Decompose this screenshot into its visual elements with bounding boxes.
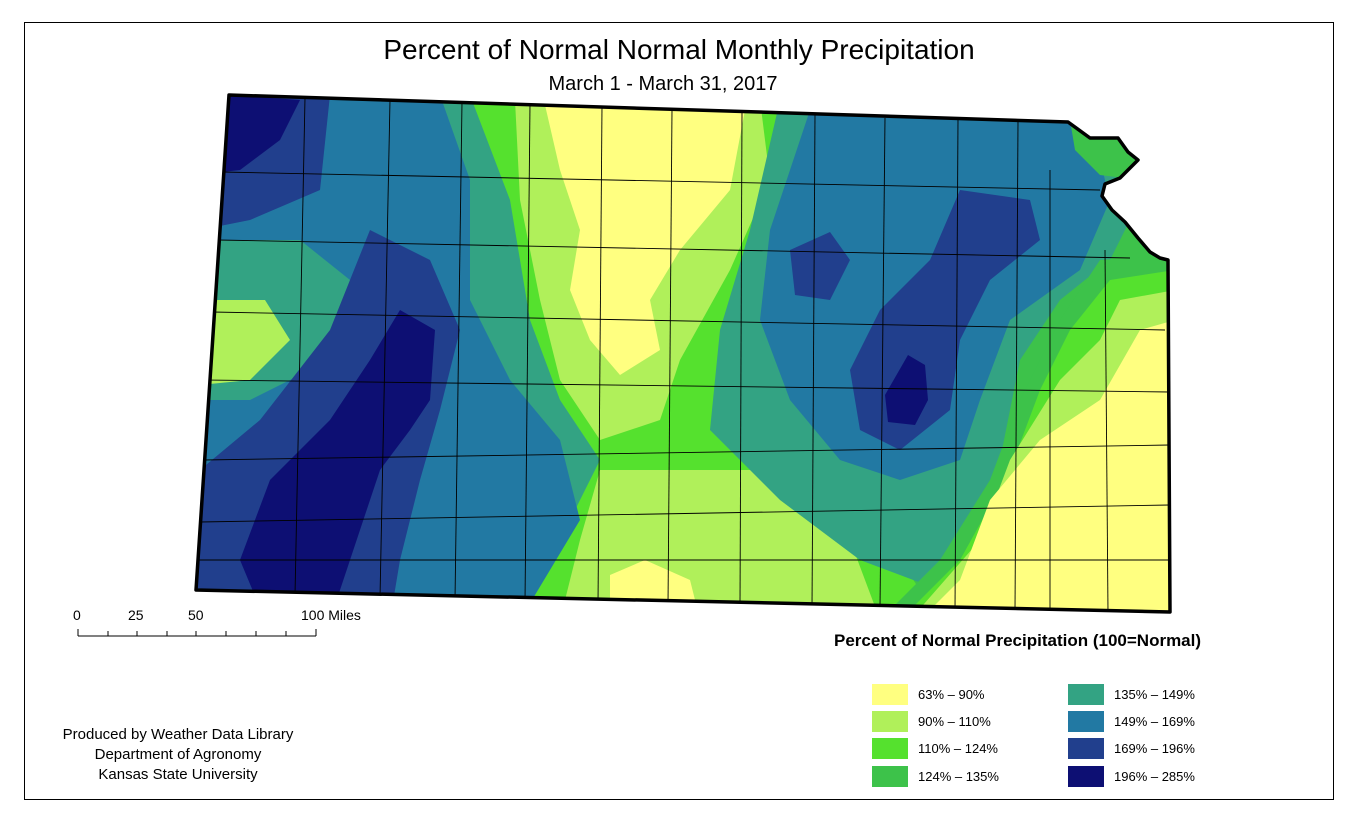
zone-196-285-nw [222,95,300,172]
legend-label: 124% – 135% [918,768,999,784]
legend-label: 169% – 196% [1114,740,1195,756]
legend-item: 124% – 135% [872,765,999,787]
legend-item: 149% – 169% [1068,710,1195,732]
legend-swatch [872,683,908,705]
legend-label: 63% – 90% [918,686,985,702]
zone-63-90-north [545,105,745,375]
scale-label-0: 0 [73,607,81,623]
credits-line-3: Kansas State University [98,766,258,783]
legend-swatch [1068,737,1104,759]
precipitation-zones [196,95,1170,612]
zone-90-110-pocket [200,300,290,385]
scale-label-50: 50 [188,607,204,623]
legend-swatch [1068,710,1104,732]
zone-169-196-east-small [790,232,850,300]
legend-item: 110% – 124% [872,737,998,759]
scale-label-25: 25 [128,607,144,623]
credits-line-1: Produced by Weather Data Library [62,726,294,743]
legend-swatch [872,737,908,759]
legend-label: 90% – 110% [918,713,991,729]
map-frame [24,22,1334,800]
kansas-state-outline [194,93,1172,614]
zone-196-285-east [885,355,928,425]
legend-item: 135% – 149% [1068,683,1195,705]
legend-label: 149% – 169% [1114,713,1195,729]
scale-bar [77,629,317,637]
map-title: Percent of Normal Normal Monthly Precipi… [383,34,975,65]
zone-63-90-se [920,320,1170,612]
map-subtitle: March 1 - March 31, 2017 [548,73,778,95]
legend-item: 63% – 90% [872,683,985,705]
scale-label-100-miles: 100 Miles [301,607,361,623]
credits: Produced by Weather Data Library Departm… [28,725,328,785]
zone-196-285-sw [240,310,435,612]
credits-line-2: Department of Agronomy [94,746,262,763]
legend-swatch [1068,683,1104,705]
legend-swatch [872,765,908,787]
county-lines [198,97,1170,612]
legend-label: 196% – 285% [1114,768,1195,784]
legend-title: Percent of Normal Precipitation (100=Nor… [834,631,1202,650]
legend-label: 110% – 124% [918,740,998,756]
legend-swatch [1068,765,1104,787]
legend-swatch [872,710,908,732]
legend-item: 90% – 110% [872,710,991,732]
legend-item: 169% – 196% [1068,737,1195,759]
legend-label: 135% – 149% [1114,686,1195,702]
legend-item: 196% – 285% [1068,765,1195,787]
